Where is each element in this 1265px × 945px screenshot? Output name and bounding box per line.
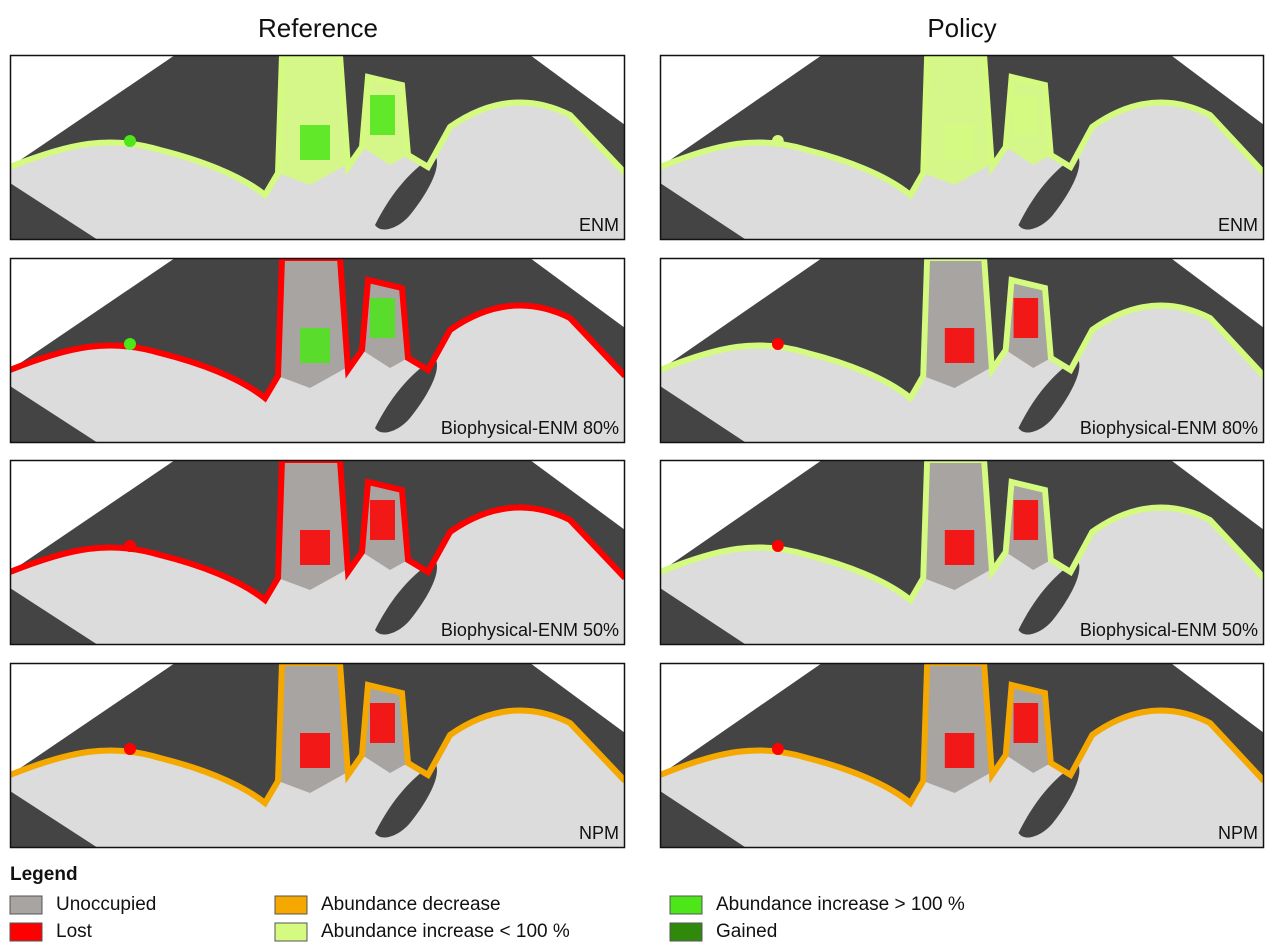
panel-label: ENM	[579, 215, 619, 235]
column-title: Reference	[258, 13, 378, 43]
column-title: Policy	[927, 13, 996, 43]
map-panel: NPM	[660, 663, 1264, 848]
map-panel: Biophysical-ENM 50%	[660, 460, 1264, 645]
panel-label: Biophysical-ENM 80%	[1080, 418, 1258, 438]
panel-label: NPM	[579, 823, 619, 843]
legend-label: Abundance increase < 100 %	[321, 921, 570, 942]
figure: Reference Policy ENM ENM Biophysical-ENM 8…	[0, 0, 1265, 945]
panel-label: Biophysical-ENM 50%	[441, 620, 619, 640]
map-panel: ENM	[10, 55, 625, 240]
map-panel: ENM	[660, 55, 1264, 240]
map-panel: Biophysical-ENM 50%	[10, 460, 625, 645]
legend-label: Lost	[56, 921, 93, 942]
map-panel: Biophysical-ENM 80%	[10, 258, 625, 443]
legend-swatch	[275, 923, 307, 941]
panel-label: Biophysical-ENM 80%	[441, 418, 619, 438]
map-panel: NPM	[10, 663, 625, 848]
map-panel: Biophysical-ENM 80%	[660, 258, 1264, 443]
panel-label: NPM	[1218, 823, 1258, 843]
legend-swatch	[670, 923, 702, 941]
legend-label: Abundance increase > 100 %	[716, 894, 965, 915]
legend-label: Abundance decrease	[321, 894, 501, 915]
panels: ENM ENM Biophysical-ENM 80% Biophysical-ENM…	[10, 55, 1264, 848]
legend-swatch	[670, 896, 702, 914]
legend-title: Legend	[10, 864, 78, 885]
legend: Unoccupied Lost Abundance decrease Abundanc…	[10, 894, 965, 942]
legend-label: Unoccupied	[56, 894, 156, 915]
legend-swatch	[10, 923, 42, 941]
panel-label: ENM	[1218, 215, 1258, 235]
legend-swatch	[10, 896, 42, 914]
legend-swatch	[275, 896, 307, 914]
panel-label: Biophysical-ENM 50%	[1080, 620, 1258, 640]
legend-label: Gained	[716, 921, 777, 942]
